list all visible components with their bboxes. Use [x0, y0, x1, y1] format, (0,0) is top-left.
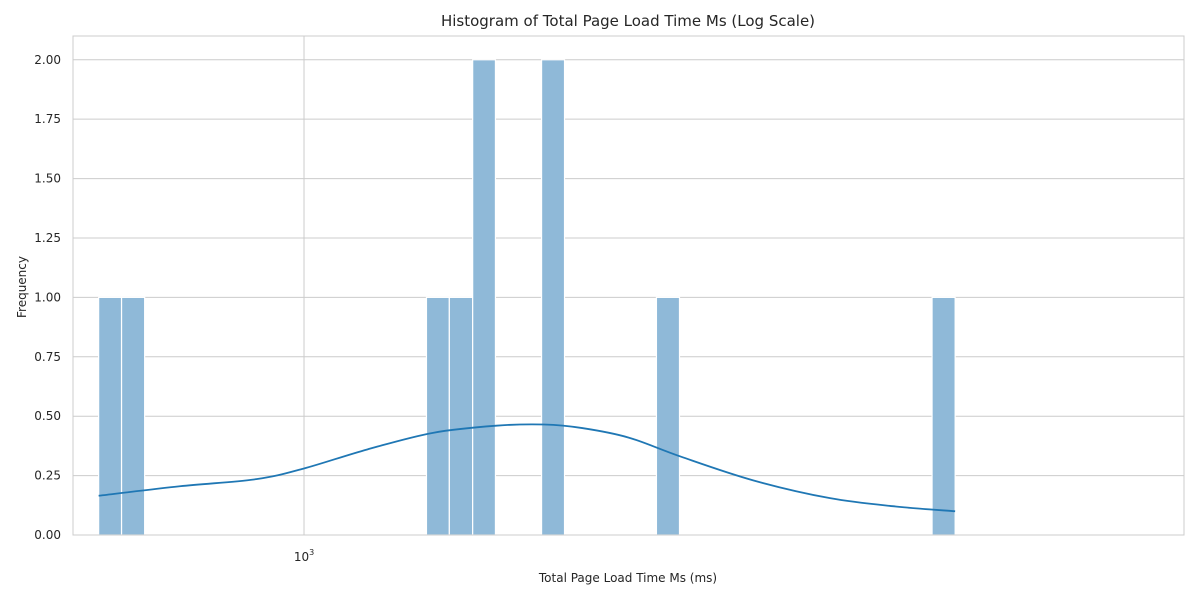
x-tick-label: 103 [294, 548, 314, 564]
y-tick-label: 1.00 [34, 290, 61, 304]
y-tick-label: 0.50 [34, 409, 61, 423]
chart-title: Histogram of Total Page Load Time Ms (Lo… [441, 12, 815, 30]
y-tick-label: 0.75 [34, 350, 61, 364]
histogram-bar [425, 296, 450, 536]
histogram-bar [448, 296, 474, 536]
kde-layer [98, 423, 956, 513]
y-tick-label: 1.75 [34, 112, 61, 126]
histogram-bar [655, 296, 681, 536]
plot-frame [72, 35, 1185, 536]
y-axis-label: Frequency [15, 256, 29, 318]
tick-layer: 0.00 0.25 0.50 0.75 1.00 1.25 1.50 1.75 2.00 103 [34, 53, 314, 564]
y-tick-label: 1.50 [34, 172, 61, 186]
histogram-bar [931, 296, 956, 536]
x-axis-label: Total Page Load Time Ms (ms) [538, 571, 717, 585]
bar-layer [98, 59, 956, 536]
y-tick-label: 1.25 [34, 231, 61, 245]
y-tick-label: 2.00 [34, 53, 61, 67]
y-tick-label: 0.00 [34, 528, 61, 542]
histogram-bar [98, 296, 123, 536]
y-tick-label: 0.25 [34, 469, 61, 483]
kde-curve [98, 423, 956, 513]
histogram-bar [540, 59, 566, 536]
frame-layer [72, 35, 1185, 536]
histogram-bar [472, 59, 497, 536]
grid-layer [73, 36, 1184, 536]
histogram-bar [120, 296, 146, 536]
